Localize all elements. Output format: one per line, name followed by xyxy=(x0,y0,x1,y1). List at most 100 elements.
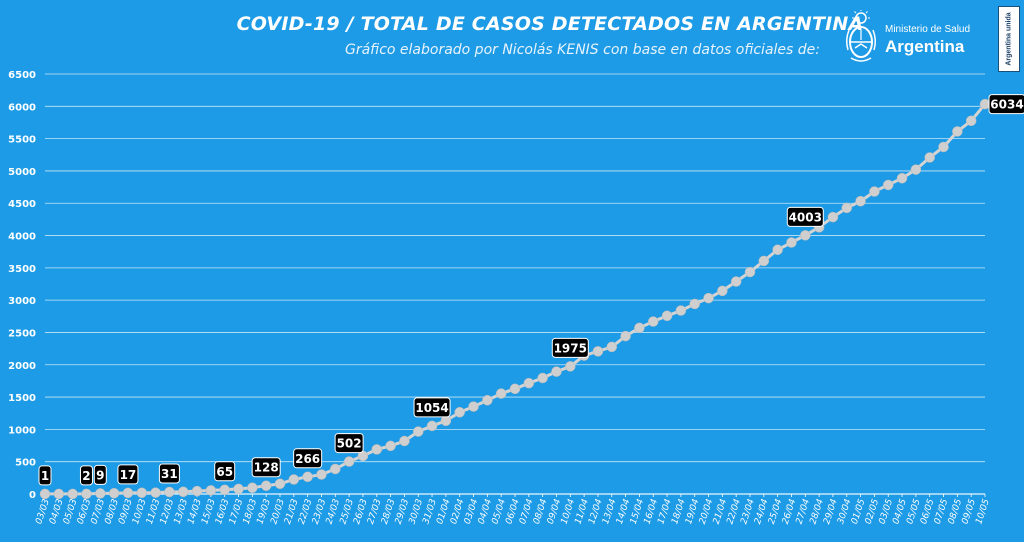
data-point xyxy=(800,230,811,241)
data-point xyxy=(647,316,659,327)
data-point xyxy=(95,488,106,499)
data-point xyxy=(606,341,618,353)
data-point xyxy=(537,372,548,384)
y-tick-label: 1000 xyxy=(8,425,36,436)
data-point xyxy=(910,164,922,175)
data-point xyxy=(675,305,687,316)
series-line xyxy=(45,103,987,496)
data-point xyxy=(730,276,742,287)
data-label: 6034 xyxy=(990,98,1023,112)
data-point xyxy=(260,480,272,491)
y-tick-label: 3500 xyxy=(8,264,36,275)
data-point xyxy=(399,435,410,447)
data-label-box xyxy=(293,448,323,469)
data-point xyxy=(744,266,756,278)
y-tick-label: 500 xyxy=(15,458,36,469)
data-point xyxy=(717,285,728,297)
data-label: 17 xyxy=(120,468,137,482)
data-point xyxy=(385,440,396,452)
y-tick-label: 4500 xyxy=(8,199,36,210)
data-label-box xyxy=(988,94,1024,115)
data-point xyxy=(108,487,120,499)
data-point xyxy=(509,383,521,395)
ministry-name: Ministerio de Salud xyxy=(885,24,971,35)
argentina-unida-badge: Argentina unida xyxy=(998,6,1020,72)
data-point xyxy=(53,488,65,500)
y-tick-label: 2500 xyxy=(8,328,36,339)
data-point xyxy=(468,401,479,412)
data-point xyxy=(150,487,161,498)
data-point xyxy=(896,172,908,184)
data-point xyxy=(330,463,341,475)
data-label: 1 xyxy=(41,469,49,483)
data-point xyxy=(924,152,935,163)
data-point xyxy=(482,394,493,406)
data-point xyxy=(316,469,327,480)
y-tick-label: 3000 xyxy=(8,296,36,307)
data-label: 266 xyxy=(295,452,320,466)
data-point xyxy=(136,487,148,499)
chart-subtitle: Gráfico elaborado por Nicolás KENIS con … xyxy=(344,42,820,58)
data-point xyxy=(772,244,783,256)
data-label-box xyxy=(413,397,451,418)
coat-of-arms-icon xyxy=(845,10,877,62)
data-point xyxy=(869,186,880,197)
data-point xyxy=(882,179,894,191)
data-point xyxy=(661,310,673,322)
data-point xyxy=(965,115,977,127)
data-label: 1054 xyxy=(415,401,448,415)
data-label-box xyxy=(251,457,281,478)
data-label-box xyxy=(214,461,236,482)
data-point xyxy=(233,483,244,495)
data-label: 4003 xyxy=(789,210,822,224)
data-point xyxy=(454,407,465,418)
data-point xyxy=(177,486,189,498)
data-point xyxy=(855,195,866,207)
country-name: Argentina xyxy=(885,37,965,56)
data-label-box xyxy=(38,465,52,486)
data-point xyxy=(426,420,438,432)
data-point xyxy=(758,255,770,267)
data-point xyxy=(689,298,700,310)
y-tick-label: 5500 xyxy=(8,135,36,146)
data-point xyxy=(551,366,562,377)
data-point xyxy=(620,330,631,342)
y-tick-label: 0 xyxy=(29,490,36,501)
data-label: 1975 xyxy=(554,341,587,355)
data-point xyxy=(703,292,714,304)
data-point xyxy=(495,388,507,399)
data-point xyxy=(565,361,576,372)
y-tick-label: 5000 xyxy=(8,167,36,178)
data-label-box xyxy=(79,465,93,486)
data-label: 128 xyxy=(254,461,279,475)
data-point xyxy=(191,485,203,497)
data-label-box xyxy=(93,464,107,485)
data-label: 65 xyxy=(216,465,233,479)
data-point xyxy=(274,478,286,490)
data-point xyxy=(288,474,300,485)
data-label-box xyxy=(551,337,589,358)
data-point xyxy=(952,126,963,137)
data-point xyxy=(371,444,383,455)
data-point xyxy=(841,202,853,214)
data-point xyxy=(122,487,134,499)
data-point xyxy=(205,485,217,496)
data-point xyxy=(412,426,424,437)
data-point xyxy=(523,377,535,389)
y-tick-label: 6000 xyxy=(8,102,36,113)
data-label-box xyxy=(117,464,139,485)
data-point xyxy=(219,484,230,496)
data-label-box xyxy=(786,206,824,227)
data-point xyxy=(592,346,604,357)
data-point xyxy=(81,488,92,500)
data-point xyxy=(827,211,839,223)
y-tick-label: 6500 xyxy=(8,70,36,81)
data-label: 2 xyxy=(82,469,90,483)
chart-title: COVID-19 / TOTAL DE CASOS DETECTADOS EN … xyxy=(236,13,864,35)
data-point xyxy=(938,141,949,153)
data-point xyxy=(634,322,645,334)
data-point xyxy=(302,471,313,483)
data-label: 9 xyxy=(96,468,104,482)
